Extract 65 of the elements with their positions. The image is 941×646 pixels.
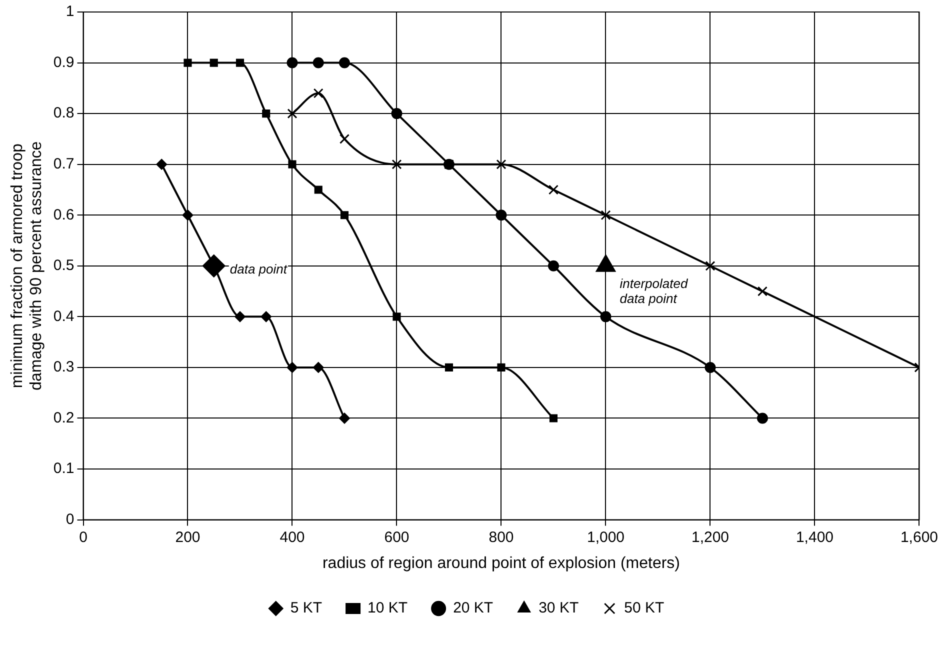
point (548, 184, 558, 195)
point (236, 58, 244, 67)
point (287, 108, 298, 119)
x-tick-label: 1,400 (796, 528, 834, 546)
point (314, 186, 322, 194)
point (182, 210, 194, 221)
point (288, 160, 296, 168)
legend-label: 20 KT (453, 600, 494, 617)
point (260, 311, 272, 322)
point (234, 311, 246, 322)
annotation: interpolated data point (620, 276, 688, 306)
point (313, 88, 324, 98)
y-tick-label: 0.2 (53, 409, 74, 426)
x-tick-label: 1,200 (691, 528, 730, 546)
y-tick-label: 0.7 (53, 155, 74, 172)
x-tick-label: 200 (175, 528, 200, 546)
x-tick-label: 800 (488, 528, 514, 546)
y-axis-title: minimum fraction of armored troop damage with 90 percent assurance (9, 141, 46, 390)
point (312, 362, 324, 373)
legend-label: 5 KT (290, 600, 322, 617)
y-tick-label: 0.3 (53, 358, 74, 376)
annotation: data point (230, 262, 288, 277)
y-tick-label: 0 (66, 510, 74, 528)
legend-label: 10 KT (368, 600, 408, 617)
y-tick-label: 0.9 (53, 54, 74, 71)
x-tick-label: 1,000 (586, 528, 625, 546)
point (286, 57, 298, 68)
point (392, 312, 401, 321)
point (705, 260, 716, 271)
y-tick-label: 0.1 (53, 460, 74, 478)
point (312, 57, 324, 68)
x-tick-label: 400 (280, 528, 305, 546)
point (496, 159, 506, 170)
point (391, 108, 402, 120)
y-tick-label: 0.8 (53, 104, 74, 122)
x-tick-label: 600 (384, 528, 410, 546)
point (496, 210, 507, 221)
y-tick-label: 0.5 (53, 257, 74, 274)
point (704, 362, 716, 373)
point (548, 260, 559, 272)
point (600, 210, 611, 220)
point (210, 58, 218, 67)
point (262, 110, 270, 118)
point (338, 57, 350, 68)
point (757, 286, 768, 296)
point (444, 363, 454, 372)
point (156, 158, 168, 170)
y-tick-label: 0.4 (53, 308, 74, 325)
point (340, 211, 349, 220)
y-tick-label: 0.6 (53, 206, 74, 224)
y-tick-label: 1 (66, 3, 74, 20)
point (338, 412, 350, 424)
x-axis-title: radius of region around point of explosion (meters) (322, 554, 680, 572)
point (600, 311, 612, 322)
point (392, 159, 402, 170)
legend-label: 30 KT (538, 600, 579, 617)
point (497, 363, 506, 372)
point (184, 58, 192, 67)
x-tick-label: 0 (79, 528, 88, 546)
point (340, 134, 350, 144)
point (549, 414, 558, 422)
x-tick-label: 1,600 (900, 528, 938, 546)
legend-label: 50 KT (624, 600, 664, 617)
point (756, 412, 768, 424)
point (286, 362, 298, 373)
